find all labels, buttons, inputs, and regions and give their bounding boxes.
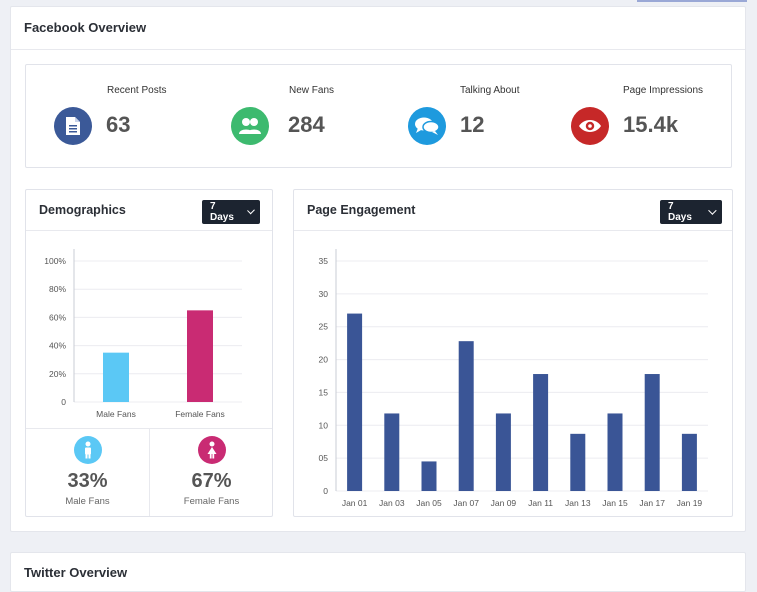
female-fans-value: 67% — [191, 470, 232, 492]
bar — [458, 341, 474, 491]
x-tick-label: Jan 01 — [342, 498, 368, 508]
users-icon — [231, 107, 269, 145]
demographics-chart: 0 20% 40% 60% 80% 100% Male Fans Female Fans — [44, 249, 242, 419]
chat-icon — [408, 107, 446, 145]
dropdown-label: 7 Days — [668, 201, 692, 223]
stats-card: Recent Posts 63 New Fans — [25, 64, 732, 168]
y-tick-label: 10 — [319, 420, 329, 430]
y-tick-label: 100% — [44, 256, 66, 266]
x-tick-label: Jan 15 — [602, 498, 628, 508]
demographics-card: Demographics 7 Days 0 20% 40% 60% 80% 100% Mal… — [25, 189, 273, 517]
x-tick-label: Jan 13 — [565, 498, 591, 508]
bar — [347, 313, 363, 491]
x-tick-label: Jan 05 — [416, 498, 442, 508]
y-tick-label: 60% — [49, 312, 66, 322]
panel-title: Twitter Overview — [24, 565, 128, 580]
engagement-chart: 0 05 10 15 20 25 30 35 Jan 01 Jan 03 Jan 05 Jan 07 J… — [319, 249, 708, 508]
stat-value: 12 — [460, 112, 485, 137]
x-tick-label: Jan 07 — [453, 498, 479, 508]
chevron-down-icon — [246, 206, 255, 215]
bar — [384, 413, 400, 491]
y-tick-label: 20 — [319, 355, 329, 365]
y-tick-label: 0 — [323, 486, 328, 496]
stat-label: Recent Posts — [107, 85, 167, 96]
y-tick-label: 80% — [49, 284, 66, 294]
female-fans-label: Female Fans — [183, 496, 240, 507]
page-engagement-card: Page Engagement 7 Days 0 05 10 15 20 25 30 35 Ja… — [293, 189, 733, 517]
stat-label: Talking About — [460, 85, 520, 96]
male-fans-stat: 33% Male Fans — [26, 436, 149, 507]
stat-label: New Fans — [289, 85, 335, 96]
bar — [187, 310, 213, 402]
top-accent-line — [637, 0, 747, 2]
x-tick-label: Jan 09 — [491, 498, 517, 508]
x-tick-label: Jan 19 — [677, 498, 703, 508]
twitter-overview-panel: Twitter Overview — [10, 552, 746, 592]
female-icon — [197, 436, 226, 464]
stat-value: 284 — [288, 112, 325, 137]
stat-label: Page Impressions — [623, 85, 704, 96]
male-fans-label: Male Fans — [65, 496, 110, 507]
y-tick-label: 25 — [319, 322, 329, 332]
x-tick-label: Female Fans — [175, 409, 225, 419]
x-tick-label: Jan 11 — [528, 498, 553, 508]
bar — [533, 374, 549, 491]
y-tick-label: 20% — [49, 369, 66, 379]
divider — [294, 230, 732, 231]
bar — [607, 413, 623, 491]
y-tick-label: 15 — [319, 387, 329, 397]
facebook-overview-panel: Facebook Overview Recent Posts 63 New Fa… — [10, 6, 746, 532]
male-fans-value: 33% — [67, 470, 108, 492]
panel-title: Facebook Overview — [24, 20, 147, 35]
document-icon — [54, 107, 92, 145]
y-tick-label: 30 — [319, 289, 329, 299]
divider — [26, 230, 272, 231]
bar — [495, 413, 511, 491]
dropdown-label: 7 Days — [210, 201, 234, 223]
y-tick-label: 40% — [49, 341, 66, 351]
bar — [421, 461, 437, 491]
stat-new-fans: New Fans 284 — [231, 65, 407, 167]
bar — [103, 352, 129, 402]
demographics-range-dropdown[interactable]: 7 Days — [202, 200, 260, 224]
male-icon — [73, 436, 102, 464]
eye-icon — [571, 107, 609, 145]
female-fans-stat: 67% Female Fans — [150, 436, 273, 507]
x-tick-label: Jan 17 — [639, 498, 665, 508]
stat-recent-posts: Recent Posts 63 — [54, 65, 230, 167]
y-tick-label: 05 — [319, 453, 329, 463]
bar — [644, 374, 660, 491]
card-title: Demographics — [39, 203, 126, 217]
stat-talking-about: Talking About 12 — [408, 65, 584, 167]
divider — [149, 428, 150, 516]
y-tick-label: 0 — [61, 397, 66, 407]
engagement-range-dropdown[interactable]: 7 Days — [660, 200, 722, 224]
chevron-down-icon — [708, 206, 717, 215]
x-tick-label: Jan 03 — [379, 498, 405, 508]
card-title: Page Engagement — [307, 203, 416, 217]
y-tick-label: 35 — [319, 256, 329, 266]
bar — [681, 433, 697, 491]
stat-value: 15.4k — [623, 112, 679, 137]
x-tick-label: Male Fans — [96, 409, 136, 419]
bar — [570, 433, 586, 491]
stat-value: 63 — [106, 112, 131, 137]
divider — [11, 49, 745, 50]
stat-page-impressions: Page Impressions 15.4k — [571, 65, 747, 167]
